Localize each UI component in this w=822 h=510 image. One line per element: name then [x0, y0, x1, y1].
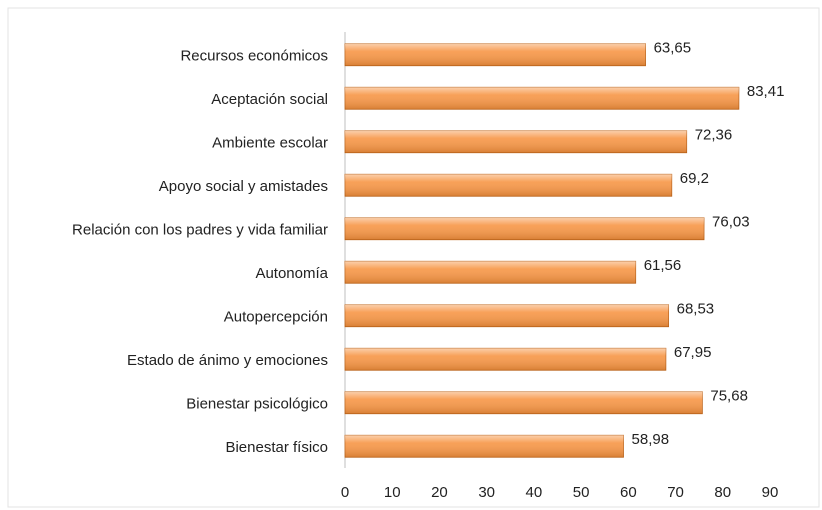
data-label: 58,98: [632, 431, 670, 448]
bar-shine: [345, 391, 703, 414]
x-tick-label: 60: [620, 484, 637, 501]
data-label: 76,03: [712, 214, 750, 231]
data-label: 68,53: [677, 301, 715, 318]
bar-shine: [345, 348, 666, 371]
x-tick-label: 40: [526, 484, 543, 501]
y-tick-label: Aceptación social: [211, 91, 328, 108]
y-tick-label: Estado de ánimo y emociones: [127, 352, 328, 369]
x-tick-label: 0: [341, 484, 349, 501]
x-tick-label: 20: [431, 484, 448, 501]
bar-shine: [345, 174, 672, 197]
data-label: 69,2: [680, 170, 709, 187]
bar-shine: [345, 261, 636, 284]
bar-shine: [345, 435, 624, 458]
bar-shine: [345, 304, 669, 327]
chart-frame: [7, 7, 820, 508]
x-tick-label: 10: [384, 484, 401, 501]
bar-shine: [345, 43, 646, 66]
data-label: 72,36: [695, 127, 733, 144]
y-tick-label: Recursos económicos: [180, 48, 328, 65]
y-tick-label: Bienestar físico: [225, 439, 328, 456]
bar-shine: [345, 130, 687, 153]
y-tick-label: Autopercepción: [224, 309, 328, 326]
bar-shine: [345, 87, 739, 110]
y-tick-label: Bienestar psicológico: [186, 396, 328, 413]
x-tick-label: 70: [667, 484, 684, 501]
data-label: 83,41: [747, 83, 785, 100]
x-tick-label: 30: [478, 484, 495, 501]
data-label: 75,68: [710, 388, 748, 405]
data-label: 61,56: [644, 257, 682, 274]
x-tick-label: 50: [573, 484, 590, 501]
x-tick-label: 80: [714, 484, 731, 501]
data-label: 63,65: [654, 40, 692, 57]
y-tick-label: Apoyo social y amistades: [159, 178, 328, 195]
y-tick-label: Relación con los padres y vida familiar: [72, 222, 328, 239]
y-tick-label: Ambiente escolar: [212, 135, 328, 152]
x-tick-label: 90: [762, 484, 779, 501]
bar-shine: [345, 217, 705, 240]
y-tick-label: Autonomía: [255, 265, 328, 282]
data-label: 67,95: [674, 344, 712, 361]
